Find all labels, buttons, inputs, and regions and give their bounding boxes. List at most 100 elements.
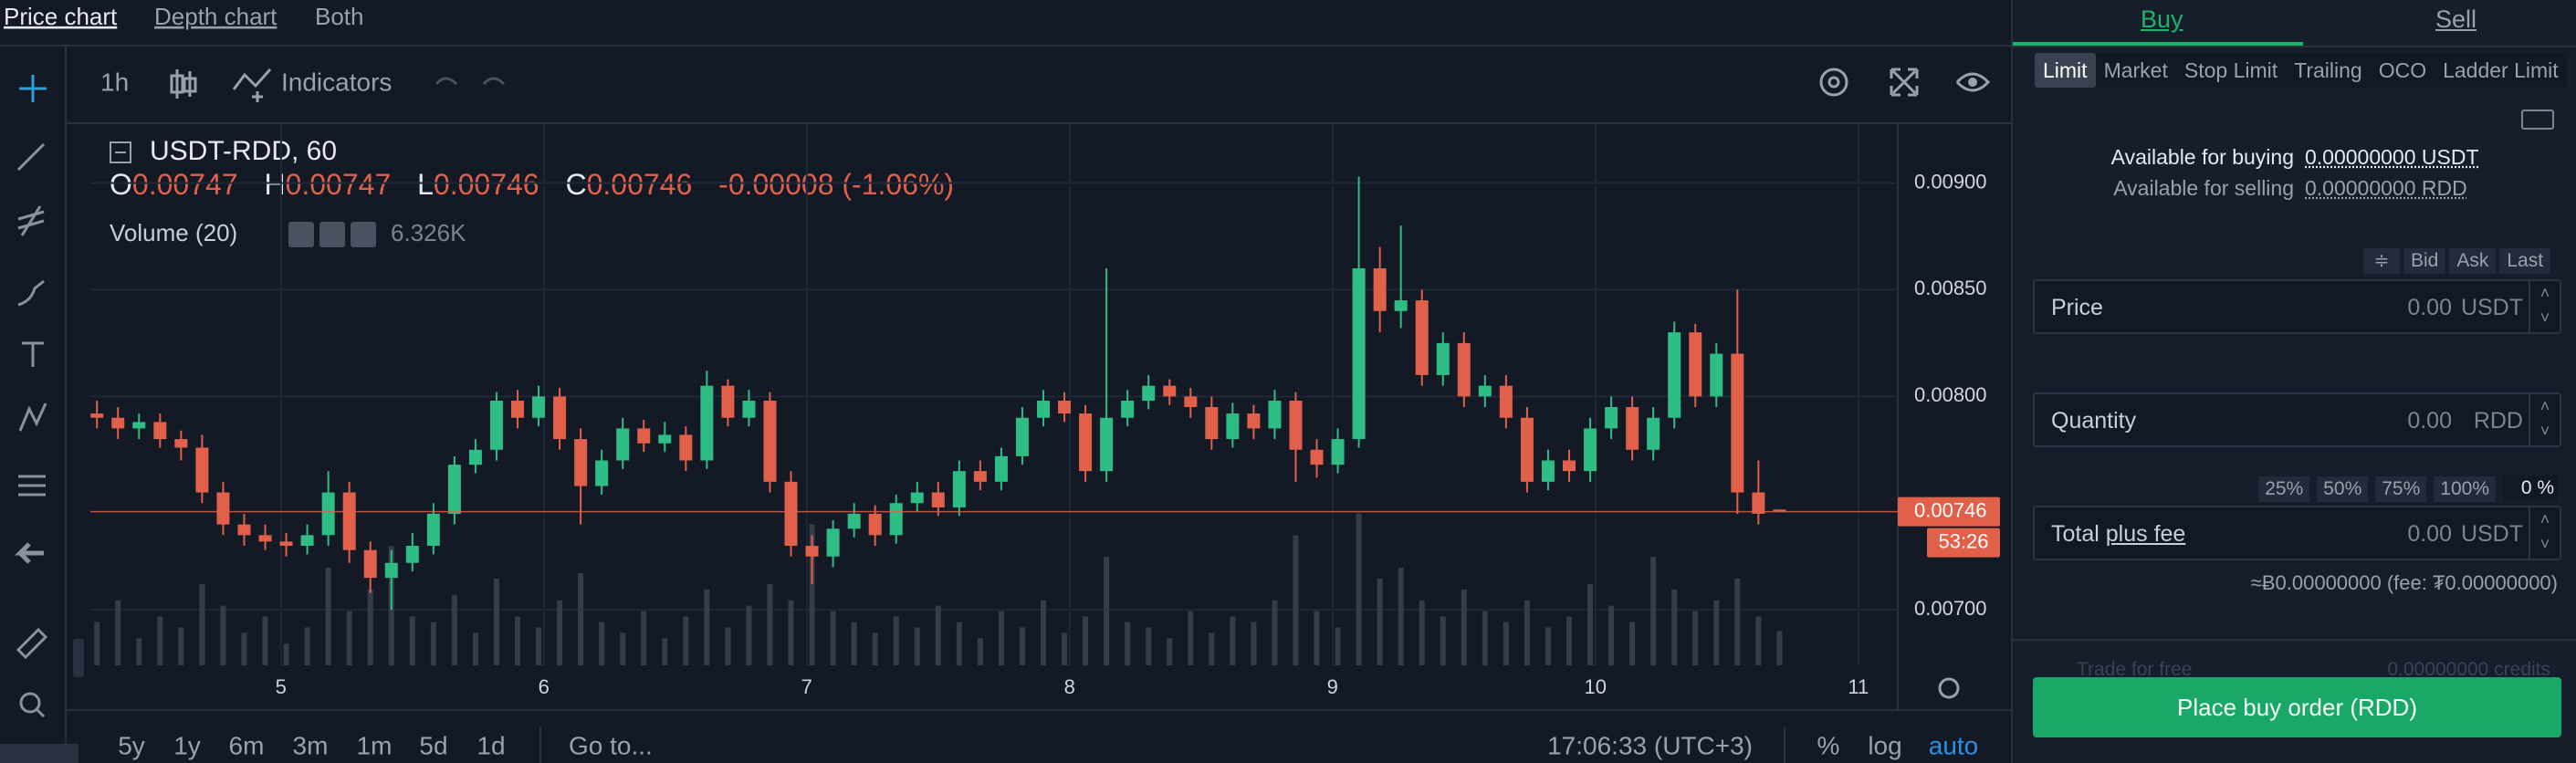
buy-tab[interactable]: Buy (2141, 5, 2183, 33)
zoom-tool[interactable] (19, 692, 41, 714)
collapse-button[interactable] (0, 744, 79, 763)
percent-button[interactable]: 25% (2258, 476, 2310, 502)
adjust-button[interactable]: ≑ (2363, 248, 2400, 274)
symbol[interactable]: USDT-RDD, 60 (150, 136, 337, 166)
pitchfork-tool[interactable] (17, 205, 45, 236)
back-tool[interactable] (14, 542, 44, 564)
volume-bar (1629, 622, 1636, 665)
log-toggle[interactable]: log (1868, 731, 1901, 759)
order-type-tab[interactable]: Trailing (2294, 58, 2362, 82)
percent-button[interactable]: 100% (2434, 476, 2496, 502)
settings-icon[interactable] (1819, 68, 1848, 97)
pattern-tool[interactable] (18, 402, 47, 432)
chart-type-icon[interactable] (170, 69, 197, 99)
volume-bar (1482, 611, 1488, 665)
collapse-legend[interactable] (110, 141, 131, 163)
candle-body (1668, 332, 1681, 418)
order-type-tab[interactable]: Limit (2035, 53, 2096, 88)
volume-bar (872, 632, 878, 665)
range-button[interactable]: 1y (173, 731, 201, 759)
range-button[interactable]: 1d (476, 731, 505, 759)
price-source[interactable]: Bid (2403, 248, 2446, 274)
candle-body (742, 401, 756, 418)
indicators-icon[interactable] (232, 68, 272, 102)
price-input[interactable]: Price 0.00 USDT ˄ ˅ (2033, 279, 2561, 334)
available-buying[interactable]: 0.00000000 USDT (2305, 145, 2479, 169)
submit-button[interactable]: Place buy order (RDD) (2033, 677, 2561, 737)
toolbar-toggle[interactable] (73, 639, 84, 677)
sell-tab[interactable]: Sell (2435, 5, 2477, 33)
candle-body (195, 447, 209, 493)
candle-body (1184, 396, 1198, 408)
auto-toggle[interactable]: auto (1929, 731, 1979, 759)
percent-button[interactable]: 75% (2375, 476, 2427, 502)
volume-bar (1314, 611, 1320, 665)
drawing-tools (14, 75, 48, 718)
plus-fee-link[interactable]: plus fee (2105, 521, 2186, 547)
volume-bar (220, 605, 226, 665)
brush-tool[interactable] (17, 279, 45, 307)
text-tool[interactable] (22, 341, 44, 367)
percent-input[interactable]: 0 % (2503, 476, 2558, 501)
goto-button[interactable]: Go to... (569, 731, 653, 759)
candle-body (1205, 407, 1219, 440)
quantity-input[interactable]: Quantity 0.00 RDD ˄ ˅ (2033, 392, 2561, 447)
remove-toggle[interactable] (351, 222, 376, 247)
order-type-tab[interactable]: Stop Limit (2183, 58, 2278, 82)
ohlc-label: O (110, 168, 132, 201)
candle-body (1773, 509, 1786, 512)
crosshair-tool[interactable] (19, 75, 47, 102)
range-button[interactable]: 6m (229, 731, 265, 759)
price-source[interactable]: Ask (2449, 248, 2497, 274)
fib-tool[interactable] (18, 475, 46, 496)
order-type-tab[interactable]: Ladder Limit (2443, 58, 2559, 82)
interval-button[interactable]: 1h (100, 68, 129, 96)
trend-line-tool[interactable] (16, 142, 46, 172)
volume-bar (430, 622, 436, 665)
tab[interactable]: Depth chart (154, 3, 277, 30)
redo-icon[interactable] (482, 77, 506, 86)
volume-legend[interactable]: Volume (20) (110, 219, 237, 246)
spinner[interactable]: ˄ ˅ (2529, 394, 2560, 445)
volume-bar (788, 600, 794, 665)
volume-bar (1104, 557, 1110, 665)
percent-button[interactable]: 50% (2317, 476, 2369, 502)
measure-tool[interactable] (16, 627, 48, 660)
axis-settings[interactable] (1938, 677, 1960, 699)
tab[interactable]: Both (315, 3, 364, 30)
volume-bar (1251, 622, 1257, 665)
range-button[interactable]: 5y (118, 731, 145, 759)
range-button[interactable]: 5d (419, 731, 447, 759)
volume-bar (956, 622, 962, 665)
percent-toggle[interactable]: % (1817, 731, 1840, 759)
eye-toggle[interactable] (288, 222, 314, 247)
order-type-tab[interactable]: Market (2103, 58, 2168, 82)
volume-bar (136, 638, 142, 665)
order-type-tab[interactable]: OCO (2378, 58, 2427, 82)
candle-body (1415, 300, 1429, 375)
indicators-button[interactable]: Indicators (281, 68, 392, 96)
spinner[interactable]: ˄ ˅ (2529, 507, 2560, 559)
fullscreen-icon[interactable] (1890, 68, 1919, 97)
ohlc-label: L (417, 168, 434, 201)
volume-bar (1713, 600, 1720, 665)
tab[interactable]: Price chart (4, 3, 118, 30)
eye-icon[interactable] (1955, 72, 1991, 92)
candle-body (1478, 385, 1492, 397)
undo-icon[interactable] (435, 77, 458, 86)
total-input[interactable]: Total plus fee 0.00 USDT ˄ ˅ (2033, 506, 2561, 560)
clear-button[interactable] (2521, 110, 2554, 130)
price-source[interactable]: Last (2499, 248, 2551, 274)
spinner[interactable]: ˄ ˅ (2529, 281, 2560, 332)
range-button[interactable]: 3m (293, 731, 329, 759)
volume-bar (620, 632, 626, 665)
volume-bar (1671, 589, 1678, 665)
settings-toggle[interactable] (319, 222, 345, 247)
countdown: 53:26 (1938, 529, 1988, 552)
volume-bar (1356, 513, 1362, 665)
volume-bar (1755, 616, 1762, 665)
range-button[interactable]: 1m (357, 731, 393, 759)
candle-body (1605, 407, 1618, 429)
available-selling[interactable]: 0.00000000 RDD (2305, 176, 2467, 200)
volume-bar (1083, 616, 1089, 665)
